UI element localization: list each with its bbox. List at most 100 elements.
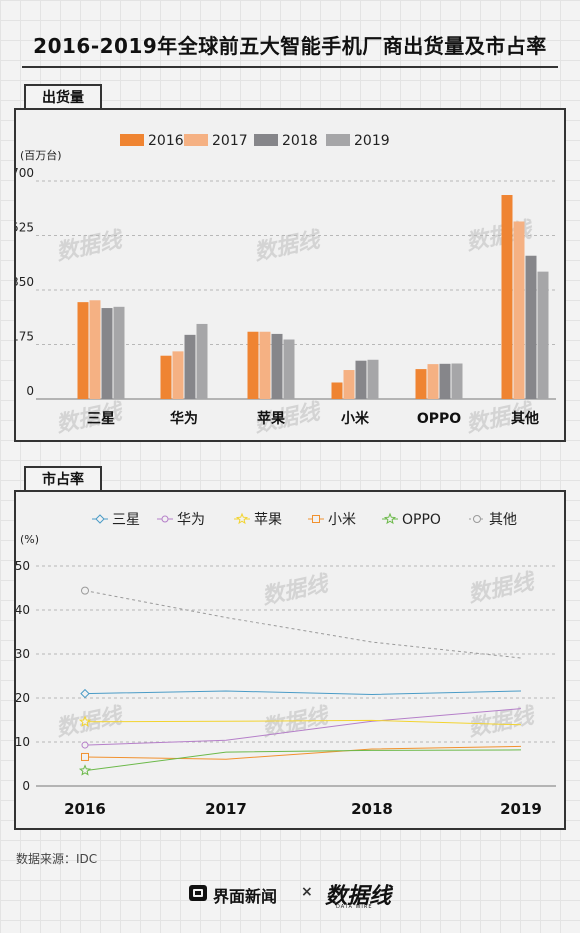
brand-name: 界面新闻 (213, 887, 278, 906)
x-tick-label: 华为 (170, 410, 198, 427)
point-marker (95, 514, 105, 524)
bar-苹果-2016 (247, 331, 259, 399)
y-tick-label: 50 (16, 559, 30, 573)
point-marker (383, 512, 397, 525)
page-title: 2016-2019年全球前五大智能手机厂商出货量及市占率 (33, 34, 547, 58)
x-tick-label: 2019 (500, 800, 542, 818)
bar-三星-2018 (101, 308, 113, 399)
bar-小米-2018 (355, 360, 367, 399)
title-divider (22, 66, 558, 68)
point-marker (80, 688, 90, 699)
x-tick-label: 小米 (341, 410, 370, 427)
data-source: 数据来源：IDC (16, 852, 98, 866)
bar-OPPO-2017 (427, 364, 439, 399)
legend-label-其他: 其他 (489, 512, 517, 528)
bar-其他-2017 (513, 221, 525, 399)
legend-label-华为: 华为 (177, 512, 205, 528)
y-tick-label: 350 (16, 275, 34, 289)
x-tick-label: 三星 (87, 411, 115, 427)
legend-swatch-2019 (326, 134, 350, 146)
bar-苹果-2018 (271, 333, 283, 399)
y-tick-label: 700 (16, 166, 34, 180)
legend-swatch-2017 (184, 134, 208, 146)
bar-华为-2017 (172, 351, 184, 399)
point-marker (473, 515, 481, 523)
bar-小米-2016 (331, 382, 343, 399)
legend-label-三星: 三星 (112, 512, 140, 528)
shipments-panel: 数据线数据线数据线数据线数据线数据线0175350525700(百万台)2016… (11, 108, 566, 442)
y-axis-unit: (%) (20, 533, 39, 546)
partner-sub: DATA WIRE (336, 904, 373, 910)
watermark-text: 数据线 (464, 217, 537, 256)
bar-三星-2019 (113, 306, 125, 399)
legend-label-2018: 2018 (282, 133, 318, 149)
bar-OPPO-2018 (439, 363, 451, 399)
x-tick-label: 2016 (64, 800, 106, 818)
series-line-其他 (84, 590, 522, 659)
x-tick-label: 2018 (351, 800, 393, 818)
point-marker (78, 715, 92, 727)
y-tick-label: 20 (16, 691, 30, 705)
watermark-text: 数据线 (54, 227, 127, 266)
watermark-text: 数据线 (54, 703, 127, 742)
bar-华为-2018 (184, 334, 196, 399)
bar-三星-2017 (89, 300, 101, 399)
point-marker (81, 741, 89, 749)
y-tick-label: 40 (16, 603, 30, 617)
bar-华为-2019 (196, 323, 208, 399)
legend-label-2016: 2016 (148, 133, 184, 149)
tab-market-share: 市占率 (24, 466, 102, 492)
series-line-三星 (84, 690, 522, 696)
point-marker (81, 752, 89, 761)
point-marker (235, 512, 249, 525)
watermark-text: 数据线 (260, 571, 333, 610)
shipments-bar-chart: 数据线数据线数据线数据线数据线数据线0175350525700(百万台)2016… (11, 133, 556, 438)
x-tick-label: 2017 (205, 800, 247, 818)
y-tick-label: 0 (26, 384, 34, 398)
legend-label-2017: 2017 (212, 133, 248, 149)
y-tick-label: 525 (16, 221, 34, 235)
y-tick-label: 175 (16, 330, 34, 344)
market-share-panel: 数据线 数据线 数据线 数据线 数据线 0 10 20 30 40 50 (%) 三星 华为 苹果 小米 OPP… (14, 490, 566, 830)
bar-OPPO-2016 (415, 369, 427, 399)
brand-footer: 界面新闻 × 数据线 DATA WIRE (0, 878, 580, 910)
bar-OPPO-2019 (451, 363, 463, 399)
legend-label-苹果: 苹果 (254, 512, 282, 528)
y-tick-label: 30 (16, 647, 30, 661)
series-line-OPPO (84, 749, 522, 772)
bar-小米-2019 (367, 359, 379, 399)
y-tick-label: 0 (22, 779, 30, 793)
tab-shipments: 出货量 (24, 84, 102, 110)
y-axis-unit: (百万台) (20, 148, 62, 162)
bar-其他-2018 (525, 255, 537, 399)
x-tick-label: OPPO (417, 411, 461, 427)
bar-华为-2016 (160, 355, 172, 399)
legend-swatch-2018 (254, 134, 278, 146)
legend-label-OPPO: OPPO (402, 512, 441, 528)
x-tick-label: 其他 (511, 410, 539, 427)
bar-三星-2016 (77, 302, 89, 399)
partner-logo: 数据线 (325, 884, 392, 909)
series-line-小米 (84, 745, 522, 760)
point-marker (78, 764, 92, 776)
bar-其他-2019 (537, 271, 549, 399)
bar-苹果-2019 (283, 339, 295, 399)
bar-小米-2017 (343, 370, 355, 399)
legend-label-2019: 2019 (354, 133, 390, 149)
jiemian-logo-icon (189, 885, 207, 901)
bar-其他-2016 (501, 195, 513, 399)
bar-苹果-2017 (259, 331, 271, 399)
point-marker (312, 515, 320, 523)
legend-swatch-2016 (120, 134, 144, 146)
series-line-华为 (84, 708, 522, 746)
y-tick-label: 10 (16, 735, 30, 749)
watermark-text: 数据线 (466, 569, 539, 608)
watermark-text: 数据线 (466, 703, 539, 742)
watermark-text: 数据线 (252, 227, 325, 266)
point-marker (161, 515, 169, 523)
watermark-text: 数据线 (260, 703, 333, 742)
x-tick-label: 苹果 (257, 410, 286, 427)
series-line-苹果 (84, 719, 522, 726)
brand-times: × (301, 884, 313, 900)
